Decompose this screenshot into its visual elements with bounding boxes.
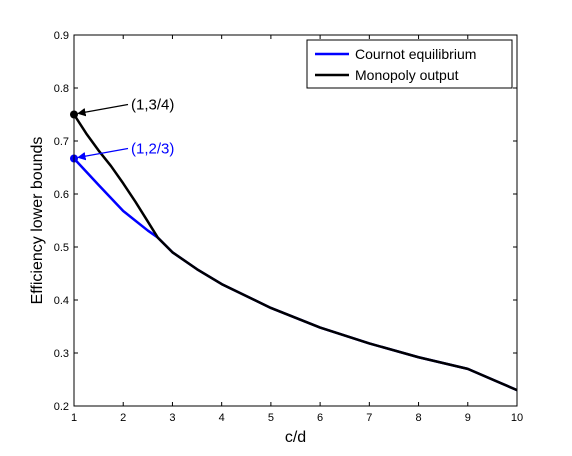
x-tick-label: 10	[511, 412, 523, 424]
legend: Cournot equilibrium Monopoly output	[306, 39, 513, 89]
x-tick-label: 6	[317, 412, 323, 424]
y-tick-label: 0.5	[54, 242, 69, 254]
y-tick-label: 0.9	[54, 30, 69, 42]
x-tick-label: 8	[415, 412, 421, 424]
x-tick-label: 7	[366, 412, 372, 424]
x-tick-label: 2	[120, 412, 126, 424]
y-tick-label: 0.3	[54, 348, 69, 360]
y-tick-label: 0.7	[54, 136, 69, 148]
x-tick-label: 9	[465, 412, 471, 424]
y-tick-label: 0.6	[54, 189, 69, 201]
plot-background	[74, 35, 517, 406]
x-tick-label: 4	[219, 412, 225, 424]
x-tick-label: 1	[71, 412, 77, 424]
annotation-label: (1,2/3)	[131, 140, 174, 157]
annotation-label: (1,3/4)	[131, 97, 174, 114]
series-line-monopoly	[72, 113, 518, 392]
tick-layer: 1 2 3 4 5 6 7 8 9 10 0.2 0.3 0.4 0.5 0.6 0.7 0.8 0.9	[54, 30, 523, 424]
x-tick-label: 3	[169, 412, 175, 424]
y-axis-label: Efficiency lower bounds	[29, 137, 46, 305]
legend-label: Monopoly output	[355, 67, 459, 83]
annotation-layer: (1,3/4) (1,2/3)	[77, 97, 174, 161]
series-layer	[72, 113, 518, 392]
plot-frame	[73, 34, 518, 407]
y-tick-label: 0.4	[54, 295, 69, 307]
annotation-arrow	[77, 147, 129, 161]
annotation-arrow	[77, 103, 129, 117]
y-tick-label: 0.2	[54, 401, 69, 413]
legend-label: Cournot equilibrium	[355, 46, 476, 62]
x-axis-label: c/d	[285, 429, 306, 446]
x-tick-label: 5	[268, 412, 274, 424]
legend-box	[306, 39, 513, 89]
y-tick-label: 0.8	[54, 83, 69, 95]
